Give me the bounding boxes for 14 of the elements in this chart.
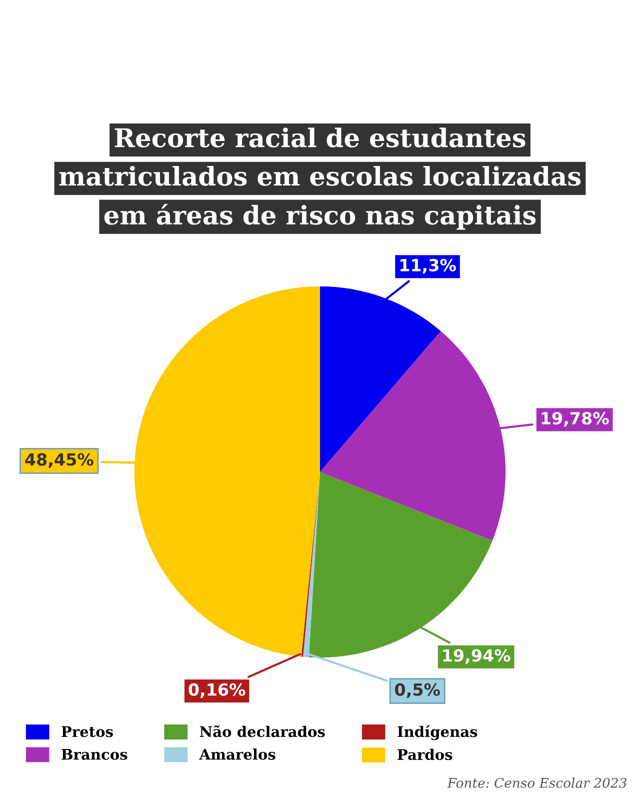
legend-label: Brancos: [62, 749, 128, 760]
data-label: 0,5%: [395, 683, 440, 698]
data-label: 0,16%: [188, 683, 246, 698]
data-label: 19,94%: [443, 649, 510, 664]
legend-label: Pretos: [62, 726, 113, 738]
legend-label: Não declarados: [200, 725, 325, 738]
legend-label: Indígenas: [398, 725, 478, 740]
chart-title: Recorte racial de estudantes matriculados em escolas localizadas em áreas de risco nas capitais: [59, 128, 581, 230]
data-label: 19,78%: [542, 412, 609, 427]
legend-label: Amarelos: [199, 748, 276, 760]
data-label: 11,3%: [400, 258, 456, 274]
legend-label: Pardos: [398, 748, 452, 760]
source-note: Fonte: Censo Escolar 2023: [447, 778, 626, 788]
data-label: 48,45%: [25, 453, 94, 468]
